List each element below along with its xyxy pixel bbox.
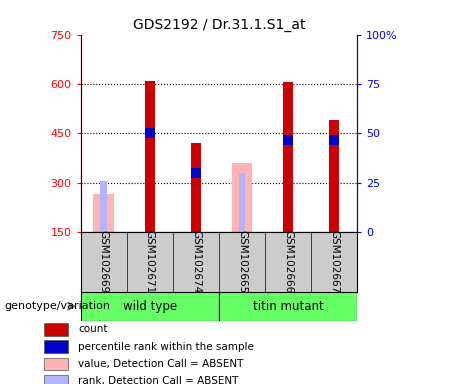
Text: wild type: wild type <box>123 300 177 313</box>
Bar <box>81 292 219 321</box>
Bar <box>93 194 114 232</box>
Text: GSM102674: GSM102674 <box>191 230 201 294</box>
Text: GSM102666: GSM102666 <box>283 230 293 294</box>
Text: rank, Detection Call = ABSENT: rank, Detection Call = ABSENT <box>78 376 238 384</box>
Bar <box>238 173 245 232</box>
Text: GSM102669: GSM102669 <box>99 230 109 294</box>
Bar <box>44 323 68 336</box>
Text: titin mutant: titin mutant <box>253 300 324 313</box>
Bar <box>44 375 68 384</box>
Bar <box>191 143 201 232</box>
Text: genotype/variation: genotype/variation <box>5 301 111 311</box>
Bar <box>145 81 155 232</box>
Bar <box>329 135 339 145</box>
Bar <box>219 292 357 321</box>
Bar <box>283 135 293 145</box>
Title: GDS2192 / Dr.31.1.S1_at: GDS2192 / Dr.31.1.S1_at <box>133 18 305 32</box>
Text: value, Detection Call = ABSENT: value, Detection Call = ABSENT <box>78 359 243 369</box>
Bar <box>44 340 68 353</box>
Bar <box>283 82 293 232</box>
Bar <box>329 120 339 232</box>
Bar <box>44 358 68 370</box>
Text: GSM102665: GSM102665 <box>237 230 247 294</box>
Bar <box>191 168 201 178</box>
Bar <box>231 163 252 232</box>
Text: GSM102671: GSM102671 <box>145 230 155 294</box>
Text: GSM102667: GSM102667 <box>329 230 339 294</box>
Bar <box>100 181 107 232</box>
Bar <box>145 129 155 138</box>
Text: percentile rank within the sample: percentile rank within the sample <box>78 341 254 352</box>
Text: count: count <box>78 324 108 334</box>
